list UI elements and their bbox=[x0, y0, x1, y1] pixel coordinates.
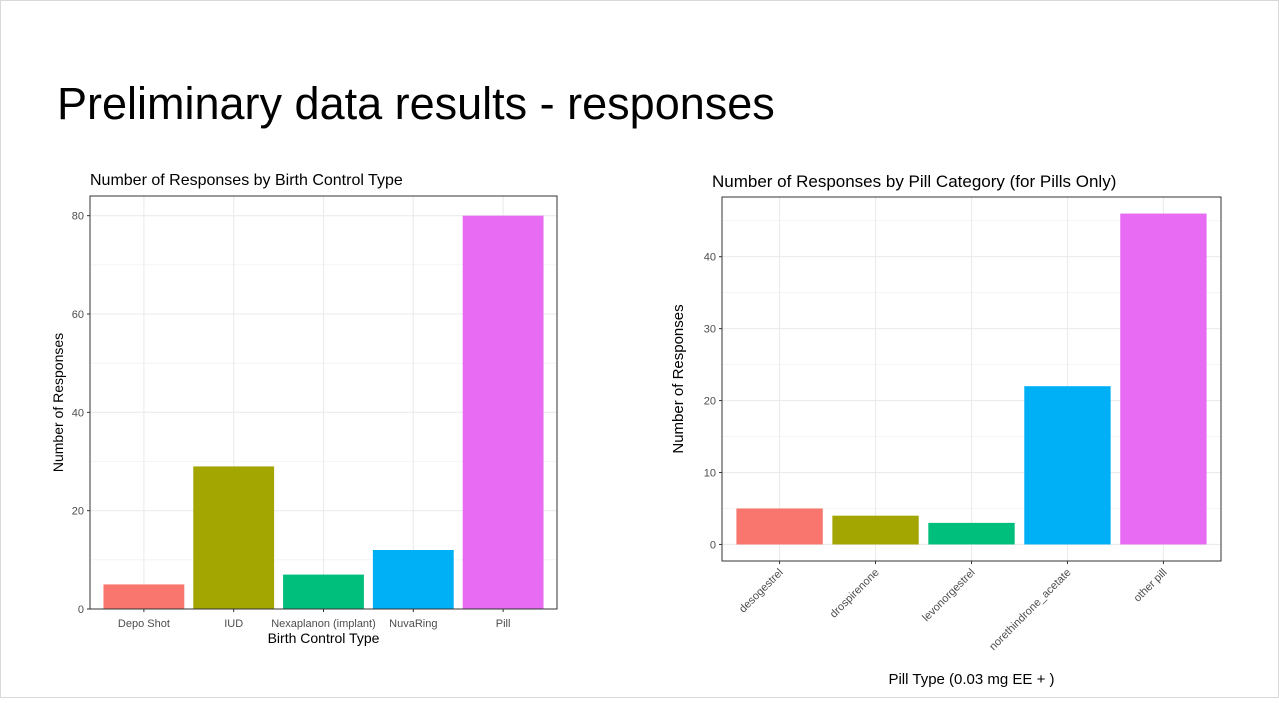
bar-drospirenone bbox=[832, 515, 919, 545]
y-tick-label: 80 bbox=[72, 211, 84, 223]
x-tick-label: Depo Shot bbox=[118, 618, 170, 630]
bar-depo-shot bbox=[103, 584, 185, 609]
x-tick-label: norethindrone_acetate bbox=[987, 567, 1073, 653]
y-tick-label: 40 bbox=[704, 252, 716, 264]
y-tick-label: 10 bbox=[704, 468, 716, 480]
bar-nexaplanon-implant- bbox=[283, 574, 364, 609]
bar-levonorgestrel bbox=[928, 522, 1015, 545]
bar-nuvaring bbox=[372, 550, 454, 609]
x-tick-label: Pill bbox=[496, 618, 511, 630]
y-tick-label: 20 bbox=[704, 396, 716, 408]
x-axis-label: Birth Control Type bbox=[268, 630, 380, 646]
x-tick-label: IUD bbox=[224, 618, 243, 630]
bar-pill bbox=[462, 215, 544, 609]
x-tick-label: other pill bbox=[1132, 567, 1170, 605]
chart-pill-category: 0 10 20 30 40 desogestrel drospirenone levonorg… bbox=[640, 150, 1279, 698]
y-axis-label: Number of Responses bbox=[670, 304, 687, 453]
chart-title: Number of Responses by Pill Category (fo… bbox=[712, 172, 1116, 191]
bar-iud bbox=[193, 466, 275, 609]
chart-title: Number of Responses by Birth Control Typ… bbox=[90, 172, 403, 189]
y-tick-label: 60 bbox=[72, 309, 84, 321]
y-tick-label: 0 bbox=[710, 539, 716, 551]
bar-desogestrel bbox=[736, 508, 823, 545]
chart-svg: 0 10 20 30 40 desogestrel drospirenone levonorg… bbox=[670, 172, 1222, 688]
slide-title: Preliminary data results - responses bbox=[57, 78, 775, 129]
x-axis-label: Pill Type (0.03 mg EE + ) bbox=[888, 671, 1054, 688]
x-tick-label: desogestrel bbox=[737, 567, 786, 616]
x-tick-label: NuvaRing bbox=[389, 618, 437, 630]
bar-norethindrone-acetate bbox=[1024, 386, 1111, 545]
y-tick-label: 0 bbox=[78, 604, 84, 616]
bar-other-pill bbox=[1120, 213, 1207, 545]
x-tick-label: levonorgestrel bbox=[920, 567, 977, 624]
x-tick-label: drospirenone bbox=[828, 567, 882, 621]
y-axis-label: Number of Responses bbox=[50, 333, 66, 472]
chart-svg: 0 20 40 60 80 Depo Shot IUD Nexaplanon (implant… bbox=[50, 172, 558, 646]
y-tick-label: 30 bbox=[704, 324, 716, 336]
chart-birth-control-type: 0 20 40 60 80 Depo Shot IUD Nexaplanon (implant… bbox=[0, 150, 600, 698]
x-tick-label: Nexaplanon (implant) bbox=[271, 618, 376, 630]
y-tick-label: 20 bbox=[72, 506, 84, 518]
y-tick-label: 40 bbox=[72, 407, 84, 419]
